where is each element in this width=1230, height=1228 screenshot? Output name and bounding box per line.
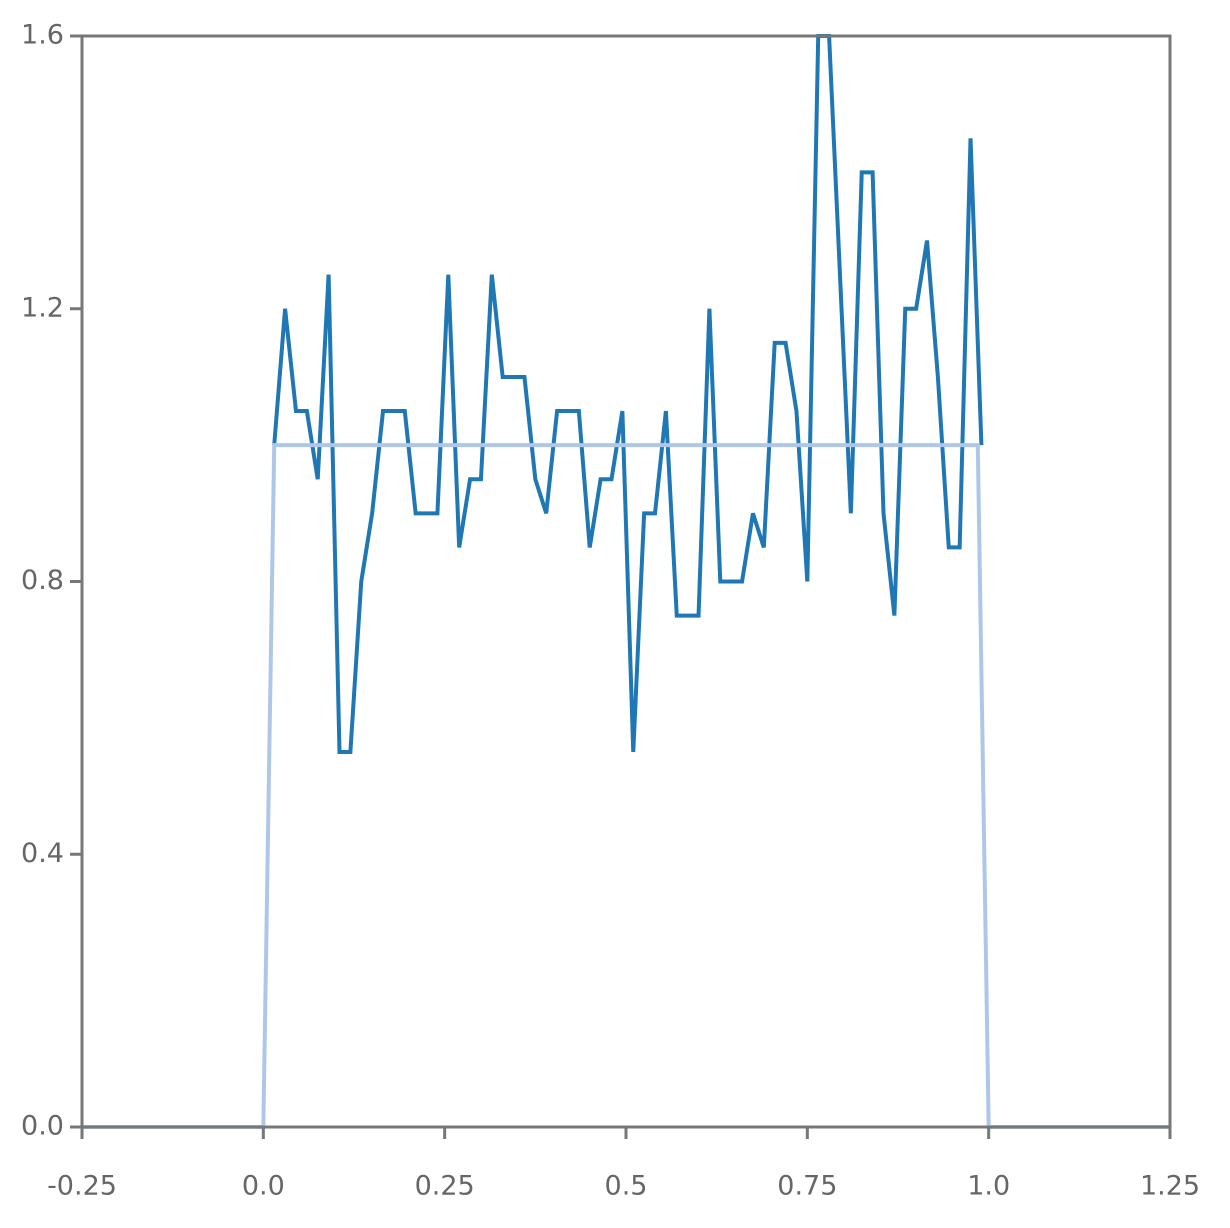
y-tick-label: 0.0 (21, 1111, 64, 1142)
x-tick-label: 1.0 (967, 1171, 1010, 1202)
y-tick-label: 0.8 (21, 565, 64, 596)
data-line (272, 34, 984, 754)
x-tick-label: -0.25 (47, 1171, 117, 1202)
y-tick-label: 1.2 (21, 292, 64, 323)
y-tick-label: 1.6 (21, 20, 64, 51)
x-tick-label: 1.25 (1140, 1171, 1200, 1202)
x-tick-label: 0.25 (415, 1171, 475, 1202)
x-tick-label: 0.75 (777, 1171, 837, 1202)
x-tick-label: 0.0 (242, 1171, 285, 1202)
x-tick-label: 0.5 (605, 1171, 648, 1202)
y-tick-label: 0.4 (21, 838, 64, 869)
